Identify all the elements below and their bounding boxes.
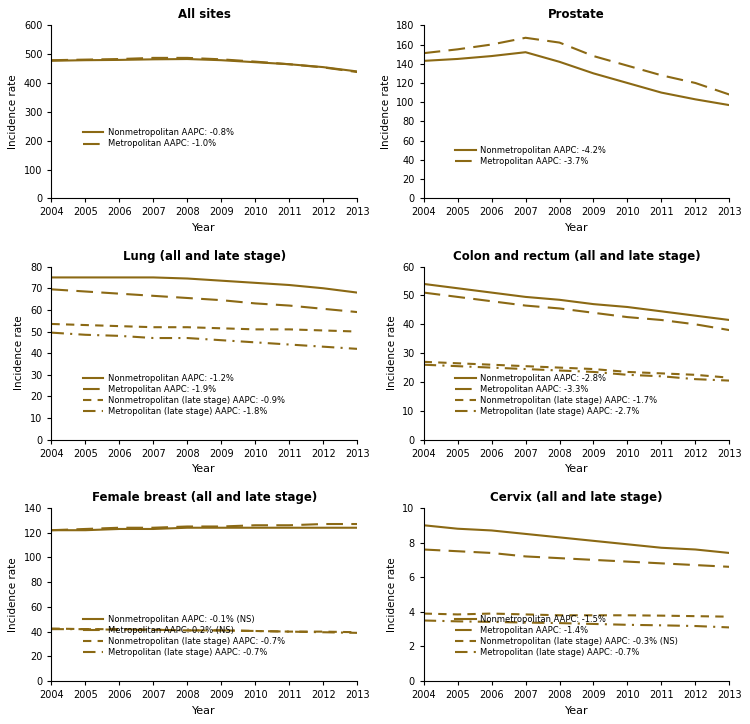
Title: All sites: All sites	[178, 9, 231, 21]
X-axis label: Year: Year	[565, 706, 588, 715]
Title: Female breast (all and late stage): Female breast (all and late stage)	[92, 491, 317, 504]
Legend: Nonmetropolitan AAPC: -4.2%, Metropolitan AAPC: -3.7%: Nonmetropolitan AAPC: -4.2%, Metropolita…	[452, 143, 608, 168]
Y-axis label: Incidence rate: Incidence rate	[8, 75, 18, 149]
Y-axis label: Incidence rate: Incidence rate	[8, 557, 18, 632]
Legend: Nonmetropolitan AAPC: -0.1% (NS), Metropolitan AAPC: 0.2% (NS), Nonmetropolitan : Nonmetropolitan AAPC: -0.1% (NS), Metrop…	[80, 613, 287, 660]
X-axis label: Year: Year	[565, 464, 588, 474]
Title: Lung (all and late stage): Lung (all and late stage)	[123, 250, 286, 263]
Y-axis label: Incidence rate: Incidence rate	[380, 75, 391, 149]
Legend: Nonmetropolitan AAPC: -0.8%, Metropolitan AAPC: -1.0%: Nonmetropolitan AAPC: -0.8%, Metropolita…	[80, 126, 236, 151]
Legend: Nonmetropolitan AAPC: -2.8%, Metropolitan AAPC: -3.3%, Nonmetropolitan (late sta: Nonmetropolitan AAPC: -2.8%, Metropolita…	[452, 371, 659, 418]
Title: Cervix (all and late stage): Cervix (all and late stage)	[490, 491, 663, 504]
X-axis label: Year: Year	[193, 223, 216, 233]
X-axis label: Year: Year	[193, 464, 216, 474]
X-axis label: Year: Year	[565, 223, 588, 233]
Title: Colon and rectum (all and late stage): Colon and rectum (all and late stage)	[453, 250, 700, 263]
Title: Prostate: Prostate	[548, 9, 604, 21]
Y-axis label: Incidence rate: Incidence rate	[387, 557, 397, 632]
Y-axis label: Incidence rate: Incidence rate	[14, 316, 25, 390]
Legend: Nonmetropolitan AAPC: -1.5%, Metropolitan AAPC: -1.4%, Nonmetropolitan (late sta: Nonmetropolitan AAPC: -1.5%, Metropolita…	[452, 613, 680, 660]
Y-axis label: Incidence rate: Incidence rate	[387, 316, 397, 390]
Legend: Nonmetropolitan AAPC: -1.2%, Metropolitan AAPC: -1.9%, Nonmetropolitan (late sta: Nonmetropolitan AAPC: -1.2%, Metropolita…	[80, 371, 287, 418]
X-axis label: Year: Year	[193, 706, 216, 715]
